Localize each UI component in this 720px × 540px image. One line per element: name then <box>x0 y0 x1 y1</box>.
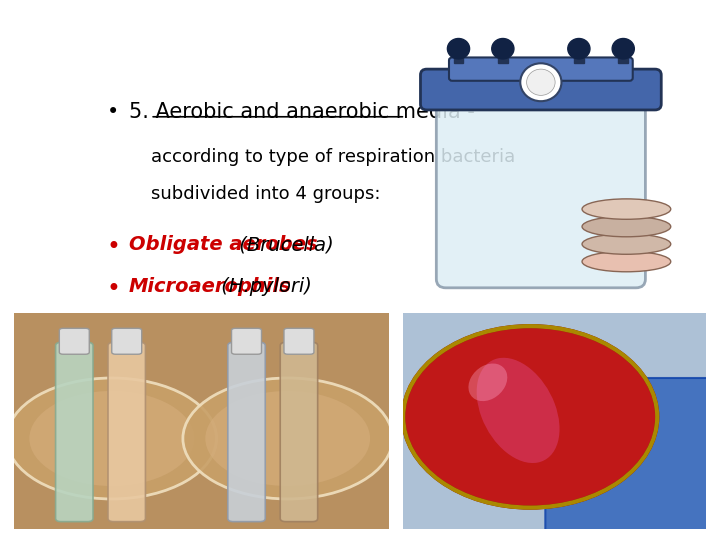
Circle shape <box>612 38 634 59</box>
Circle shape <box>447 38 469 59</box>
Text: •: • <box>107 235 121 259</box>
Circle shape <box>568 38 590 59</box>
FancyBboxPatch shape <box>403 313 706 529</box>
FancyBboxPatch shape <box>284 328 314 354</box>
Bar <box>574 52 584 63</box>
Circle shape <box>183 378 392 499</box>
Text: Obligate aerobes: Obligate aerobes <box>129 235 318 254</box>
FancyBboxPatch shape <box>232 328 261 354</box>
Text: Microaerophils: Microaerophils <box>129 277 292 296</box>
FancyBboxPatch shape <box>59 328 89 354</box>
Text: (E.coli): (E.coli) <box>274 360 347 379</box>
Bar <box>498 52 508 63</box>
Bar <box>618 52 628 63</box>
Circle shape <box>7 378 217 499</box>
Text: (H.pylori): (H.pylori) <box>215 277 312 296</box>
FancyBboxPatch shape <box>545 378 720 540</box>
Ellipse shape <box>582 252 671 272</box>
Text: •: • <box>107 277 121 301</box>
Circle shape <box>492 38 514 59</box>
FancyBboxPatch shape <box>449 57 633 81</box>
Ellipse shape <box>582 199 671 219</box>
Text: (Brucella): (Brucella) <box>233 235 334 254</box>
FancyBboxPatch shape <box>420 69 661 110</box>
FancyBboxPatch shape <box>436 90 645 288</box>
Ellipse shape <box>582 234 671 254</box>
Circle shape <box>403 326 657 508</box>
Bar <box>454 52 463 63</box>
Text: according to type of respiration bacteria: according to type of respiration bacteri… <box>151 148 516 166</box>
Circle shape <box>30 391 194 486</box>
FancyBboxPatch shape <box>14 313 389 529</box>
Text: Obligate Anaerobes: Obligate Anaerobes <box>129 319 347 338</box>
Ellipse shape <box>469 363 508 401</box>
Circle shape <box>205 391 370 486</box>
FancyBboxPatch shape <box>228 342 265 522</box>
Text: •: • <box>107 360 121 384</box>
Text: 5. Aerobic and anaerobic media -: 5. Aerobic and anaerobic media - <box>129 102 475 122</box>
Ellipse shape <box>477 358 559 463</box>
FancyBboxPatch shape <box>280 342 318 522</box>
Circle shape <box>526 69 555 96</box>
Text: •: • <box>107 319 121 342</box>
Text: Facultative Anaerobes: Facultative Anaerobes <box>129 360 374 379</box>
Circle shape <box>521 63 562 101</box>
Ellipse shape <box>582 217 671 237</box>
Text: •: • <box>107 102 119 122</box>
FancyBboxPatch shape <box>55 342 93 522</box>
FancyBboxPatch shape <box>112 328 142 354</box>
Text: subdivided into 4 groups:: subdivided into 4 groups: <box>151 185 381 204</box>
FancyBboxPatch shape <box>108 342 145 522</box>
Text: (C.tetani): (C.tetani) <box>249 319 348 338</box>
